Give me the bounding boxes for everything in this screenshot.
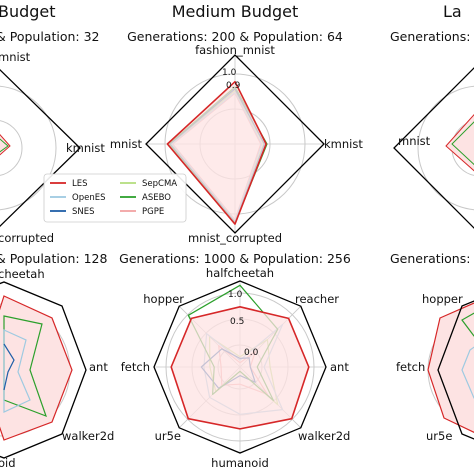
series-shape-partial	[461, 312, 474, 337]
legend-box	[43, 173, 187, 223]
axis-label-oid: oid	[0, 456, 16, 470]
axis-label-fashion-mnist: fashion_mnist	[195, 43, 275, 57]
title-bottom-right: Generations:	[390, 251, 470, 266]
legend-label-snes: SNES	[72, 207, 95, 217]
legend-label-openes: OpenES	[72, 193, 105, 203]
axis-label-walker2d: walker2d	[298, 429, 350, 443]
series-shape-partial	[3, 343, 15, 391]
radar-bottom-center: 1.0 0.5 0.0 halfcheetah reacher ant walk…	[121, 266, 351, 470]
radar-top-right: mnist	[393, 67, 474, 229]
radar-bottom-left: cheetah ant walker2d oid	[0, 267, 114, 470]
grid-ring-inner	[0, 120, 23, 176]
radar-top-left: mnist kmnist corrupted	[0, 50, 105, 245]
frame-top-left	[0, 68, 81, 228]
axis-label-ur5e: ur5e	[155, 429, 181, 443]
radial-tick-label: 1.0	[228, 290, 243, 300]
plot-area-bottom-center	[154, 281, 326, 453]
legend-label-pgpe: PGPE	[142, 207, 164, 217]
series-shape-partial	[427, 302, 474, 434]
series-shape-partial	[0, 295, 73, 441]
legend-entries: LES OpenES SNES SepCMA ASEBO PGPE	[50, 179, 177, 217]
axis-label-hopper: hopper	[143, 292, 184, 306]
frame-top-right	[393, 67, 474, 229]
series-les	[166, 80, 267, 225]
axis-label-reacher: reacher	[295, 292, 339, 306]
axis-label-ant: ant	[330, 360, 349, 374]
radar-bottom-right: hopper fetch ur5e	[396, 292, 474, 443]
axis-label-ur5e: ur5e	[426, 429, 452, 443]
axis-label-hopper: hopper	[422, 292, 463, 306]
frame-bottom-right	[437, 300, 474, 440]
axis-label-cheetah: cheetah	[0, 267, 45, 281]
axis-label-fetch: fetch	[396, 360, 425, 374]
axis-label-mnist: mnist	[0, 50, 31, 64]
axis-label-fetch: fetch	[121, 360, 150, 374]
frame-bottom-center	[153, 280, 327, 454]
radial-tick-label: 0.5	[230, 317, 244, 327]
axis-label-mnist: mnist	[398, 134, 431, 148]
header-right: La	[443, 2, 462, 21]
title-top-center: Generations: 200 & Population: 64	[127, 29, 343, 44]
plot-area-top-center	[146, 55, 324, 233]
series-shape-partial	[445, 113, 474, 172]
header-center: Medium Budget	[172, 2, 299, 21]
header-left: Budget	[0, 2, 56, 21]
legend-label-asebo: ASEBO	[142, 193, 171, 203]
series-shape-partial	[451, 121, 474, 166]
frame-top-center	[145, 54, 325, 234]
axis-label-kmnist: kmnist	[66, 141, 105, 155]
radial-tick-label: 0.9	[226, 81, 241, 91]
series-shape-partial	[3, 329, 31, 413]
axis-label-halfcheetah: halfcheetah	[206, 266, 274, 280]
grid-ring-outer	[0, 85, 57, 211]
legend-label-sepcma: SepCMA	[142, 179, 177, 189]
radial-tick-label: 0.0	[244, 348, 259, 358]
axis-label-mnist: mnist	[110, 137, 143, 151]
series-shape-partial	[461, 346, 474, 399]
radar-top-center: 1.0 0.9 fashion_mnist kmnist mnist_corru…	[110, 43, 364, 245]
title-top-left: & Population: 32	[0, 29, 100, 44]
series-shape-partial	[0, 138, 9, 153]
title-bottom-center: Generations: 1000 & Population: 256	[119, 251, 351, 266]
axis-label-kmnist: kmnist	[324, 137, 363, 151]
title-top-right: Generations:	[390, 29, 470, 44]
frame-bottom-left	[0, 281, 87, 459]
legend-label-les: LES	[72, 179, 88, 189]
axis-label-corrupted: corrupted	[0, 231, 54, 245]
axis-label-walker2d: walker2d	[62, 429, 114, 443]
axis-label-ant: ant	[89, 360, 108, 374]
legend: LES OpenES SNES SepCMA ASEBO PGPE	[43, 173, 187, 223]
axis-label-mnist-corrupted: mnist_corrupted	[188, 231, 282, 245]
title-bottom-left: & Population: 128	[0, 251, 107, 266]
axis-label-humanoid: humanoid	[211, 456, 269, 470]
series-les	[170, 305, 310, 430]
grid-ring-outer	[417, 85, 474, 211]
radial-tick-label: 1.0	[222, 68, 237, 78]
